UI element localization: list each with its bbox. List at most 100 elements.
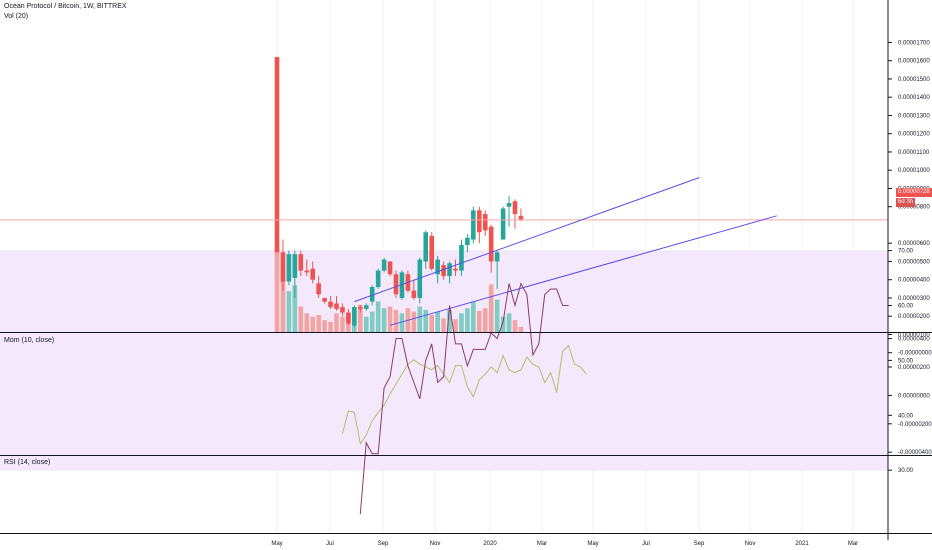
candle-body (346, 312, 351, 324)
y-axis-ticks: 0.00001700 0.00001600 0.00001500 0.00001400… (888, 40, 932, 474)
y-tick-label: 0.00001100 (898, 150, 930, 156)
candle-body (363, 305, 369, 309)
y-tick-label: 0.00000300 (898, 296, 930, 302)
candle-body (352, 307, 357, 326)
volume-bar (280, 270, 286, 332)
candle-body (328, 301, 333, 308)
candle-body (423, 232, 429, 262)
candle-body (304, 270, 310, 273)
x-tick-label: Jul (642, 541, 650, 547)
volume-bar (447, 309, 452, 332)
rsi-band (0, 250, 888, 471)
candle-body (393, 274, 399, 295)
candle-body (298, 254, 304, 271)
y-tick-label: 30.00 (898, 468, 914, 474)
volume-bar (435, 311, 440, 332)
volume-bar (387, 306, 393, 332)
x-tick-label: Nov (430, 541, 441, 547)
candle-body (417, 259, 423, 298)
volume-bar (322, 320, 327, 332)
volume-bar (340, 316, 345, 332)
candle-body (399, 272, 405, 298)
volume-bar (304, 313, 310, 332)
candle-body (375, 270, 381, 287)
x-tick-label: 2021 (795, 541, 809, 547)
volume-bar (298, 306, 304, 332)
trend-channel[interactable] (354, 177, 777, 326)
volume-bar (423, 309, 429, 332)
channel-lower-line (389, 215, 777, 326)
y-tick-label: 0.00001300 (898, 113, 930, 119)
x-tick-label: Nov (745, 541, 756, 547)
candle-body (334, 303, 339, 309)
volume-bar (500, 316, 506, 332)
candle-body (369, 287, 375, 302)
y-tick-label: 60.00 (898, 304, 914, 310)
channel-upper-line (354, 177, 700, 303)
volume-bar (477, 310, 482, 332)
x-axis-ticks: May Jul Sep Nov 2020 Mar May Jul Sep Nov 2021 Mar (271, 541, 858, 547)
x-tick-label: 2020 (483, 541, 497, 547)
volume-bar (363, 316, 369, 332)
y-tick-label: 0.00001400 (898, 95, 930, 101)
volume-label: Vol (20) (4, 13, 29, 20)
last-price-tag: 0.00000728 (896, 188, 932, 197)
volume-bar (310, 316, 315, 332)
y-tick-label: -0.00000200 (898, 422, 932, 428)
y-tick-label: 0.00000100 (898, 332, 930, 338)
candle-body (453, 268, 458, 271)
candle-body (512, 201, 518, 214)
x-tick-label: May (587, 541, 598, 547)
volume-bar (453, 319, 458, 332)
candle-body (292, 254, 298, 278)
candle-body (488, 226, 494, 262)
y-tick-label: 0.00000600 (898, 241, 930, 247)
y-tick-label: 70.00 (898, 249, 914, 255)
volume-bar (381, 308, 387, 332)
candle-body (280, 252, 286, 282)
candle-body (286, 254, 292, 282)
volume-bar (518, 326, 524, 332)
volume-bar (417, 306, 423, 332)
candle-body (316, 283, 321, 295)
candle-body (429, 235, 434, 269)
volume-bar (292, 285, 298, 332)
rsi-series (359, 282, 569, 515)
candle-body (322, 297, 327, 302)
y-tick-label: 0.00000200 (898, 314, 930, 320)
y-tick-label: 0.00000200 (898, 365, 930, 371)
rsi-label: RSI (14, close) (4, 459, 51, 466)
candle-body (518, 215, 524, 220)
countdown-tag: 6d 3h (896, 198, 916, 207)
volume-bar (328, 321, 333, 332)
volume-bar (274, 247, 280, 332)
volume-bar (369, 311, 375, 332)
x-tick-label: Mar (537, 541, 547, 547)
volume-bar (429, 315, 434, 332)
x-tick-label: May (271, 541, 282, 547)
volume-bar (316, 315, 321, 332)
y-tick-label: 0.00001200 (898, 132, 930, 138)
candle-body (435, 259, 440, 275)
volume-bar (411, 311, 417, 332)
y-tick-label: 0.00001700 (898, 40, 930, 46)
candle-body (274, 57, 280, 253)
candle-body (340, 307, 345, 313)
volume-bar (286, 291, 292, 332)
candle-body (500, 208, 506, 240)
candle-body (459, 245, 464, 271)
y-tick-label: 0.00000800 (898, 205, 930, 211)
volume-bar (393, 309, 399, 332)
candle-body (447, 263, 452, 277)
y-tick-label: 0.00001000 (898, 168, 930, 174)
y-tick-label: -0.00000000 (898, 351, 932, 357)
candle-body (358, 307, 363, 309)
candle-body (310, 268, 315, 280)
y-tick-label: 0.00000500 (898, 259, 930, 265)
volume-bar (459, 313, 464, 332)
y-tick-label: 40.00 (898, 413, 914, 419)
volume-bar (358, 304, 363, 332)
volume-bar (506, 313, 512, 332)
